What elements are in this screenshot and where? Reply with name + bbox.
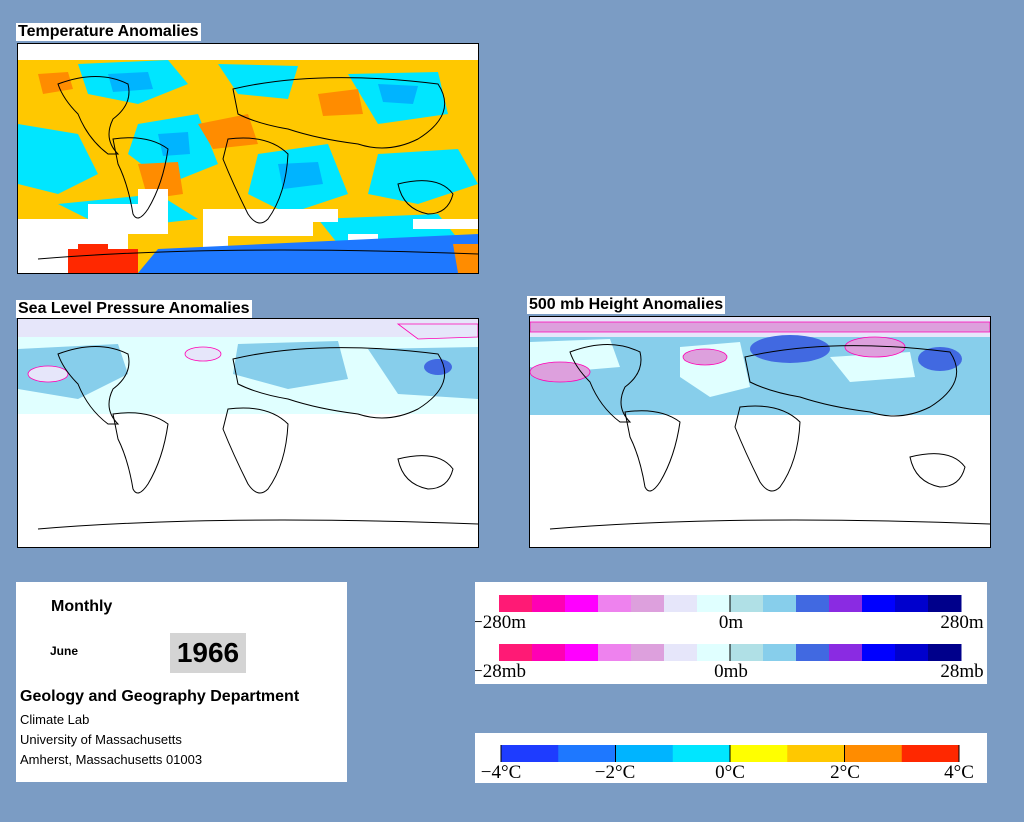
height-colorbar-swatch — [862, 595, 896, 612]
temperature-colorbar-swatch — [901, 745, 960, 762]
temp-tick-label-p4: 4°C — [944, 762, 974, 783]
height-colorbar-swatch — [532, 595, 566, 612]
department-name: Geology and Geography Department — [20, 688, 300, 705]
address-line: Amherst, Massachusetts 01003 — [20, 752, 203, 767]
height-colorbar-swatch — [763, 595, 797, 612]
pressure-colorbar-swatch — [499, 644, 533, 661]
temperature-panel-title: Temperature Anomalies — [16, 23, 201, 41]
height-colorbar-swatch — [697, 595, 731, 612]
lab-name: Climate Lab — [20, 712, 90, 727]
pressure-colorbar-swatch — [928, 644, 962, 661]
temperature-colorbar-swatch — [844, 745, 903, 762]
pressure-colorbar-swatch — [829, 644, 863, 661]
temperature-colorbar-swatch — [672, 745, 731, 762]
pressure-tick-label-zero: 0mb — [714, 661, 748, 682]
pressure-colorbar-swatch — [598, 644, 632, 661]
pressure-colorbar-swatch — [631, 644, 665, 661]
slp-panel-title: Sea Level Pressure Anomalies — [16, 300, 252, 318]
pressure-colorbar-swatch — [664, 644, 698, 661]
height-tick-label-zero: 0m — [719, 612, 744, 633]
height500-panel-title: 500 mb Height Anomalies — [527, 296, 726, 314]
pressure-colorbar-swatch — [796, 644, 830, 661]
pressure-colorbar-swatch — [697, 644, 731, 661]
temp-tick-label-m4: −4°C — [481, 762, 522, 783]
slp-anomaly-map — [17, 318, 479, 548]
height-colorbar-swatch — [664, 595, 698, 612]
height-colorbar-swatch — [895, 595, 929, 612]
year-label: 1966 — [170, 633, 246, 673]
month-label: June — [50, 644, 79, 658]
height-colorbar-swatch — [631, 595, 665, 612]
temperature-colorbar — [500, 745, 960, 762]
temperature-anomaly-map — [17, 43, 479, 274]
pressure-colorbar-swatch — [862, 644, 896, 661]
university-name: University of Massachusetts — [20, 732, 182, 747]
height-tick-label-min: −280m — [475, 612, 526, 633]
height-colorbar-swatch — [499, 595, 533, 612]
height500-anomaly-map — [529, 316, 991, 548]
height-colorbar-swatch — [829, 595, 863, 612]
temperature-colorbar-swatch — [730, 745, 788, 762]
temperature-colorbar-swatch — [615, 745, 674, 762]
height-tick-label-max: 280m — [940, 612, 984, 633]
height-pressure-legend: −280m 0m 280m −28mb 0mb 28mb — [472, 582, 987, 684]
height-colorbar-swatch — [730, 595, 764, 612]
period-label: Monthly — [51, 598, 113, 615]
height-colorbar-swatch — [565, 595, 599, 612]
height-colorbar-swatch — [598, 595, 632, 612]
pressure-colorbar-swatch — [565, 644, 599, 661]
temperature-colorbar-swatch — [501, 745, 559, 762]
temperature-colorbar-swatch — [558, 745, 616, 762]
pressure-colorbar — [499, 644, 962, 661]
pressure-colorbar-swatch — [532, 644, 566, 661]
pressure-tick-label-max: 28mb — [940, 661, 983, 682]
height-colorbar — [499, 595, 962, 612]
info-panel: Monthly June 1966 Geology and Geography … — [16, 582, 347, 782]
height-colorbar-swatch — [796, 595, 830, 612]
pressure-colorbar-swatch — [763, 644, 797, 661]
temperature-colorbar-swatch — [787, 745, 845, 762]
temperature-legend: −4°C −2°C 0°C 2°C 4°C — [475, 733, 987, 783]
pressure-colorbar-swatch — [895, 644, 929, 661]
temp-tick-label-m2: −2°C — [595, 762, 636, 783]
temp-tick-label-0: 0°C — [715, 762, 745, 783]
pressure-colorbar-swatch — [730, 644, 764, 661]
pressure-tick-label-min: −28mb — [475, 661, 526, 682]
height-colorbar-swatch — [928, 595, 962, 612]
temp-tick-label-p2: 2°C — [830, 762, 860, 783]
